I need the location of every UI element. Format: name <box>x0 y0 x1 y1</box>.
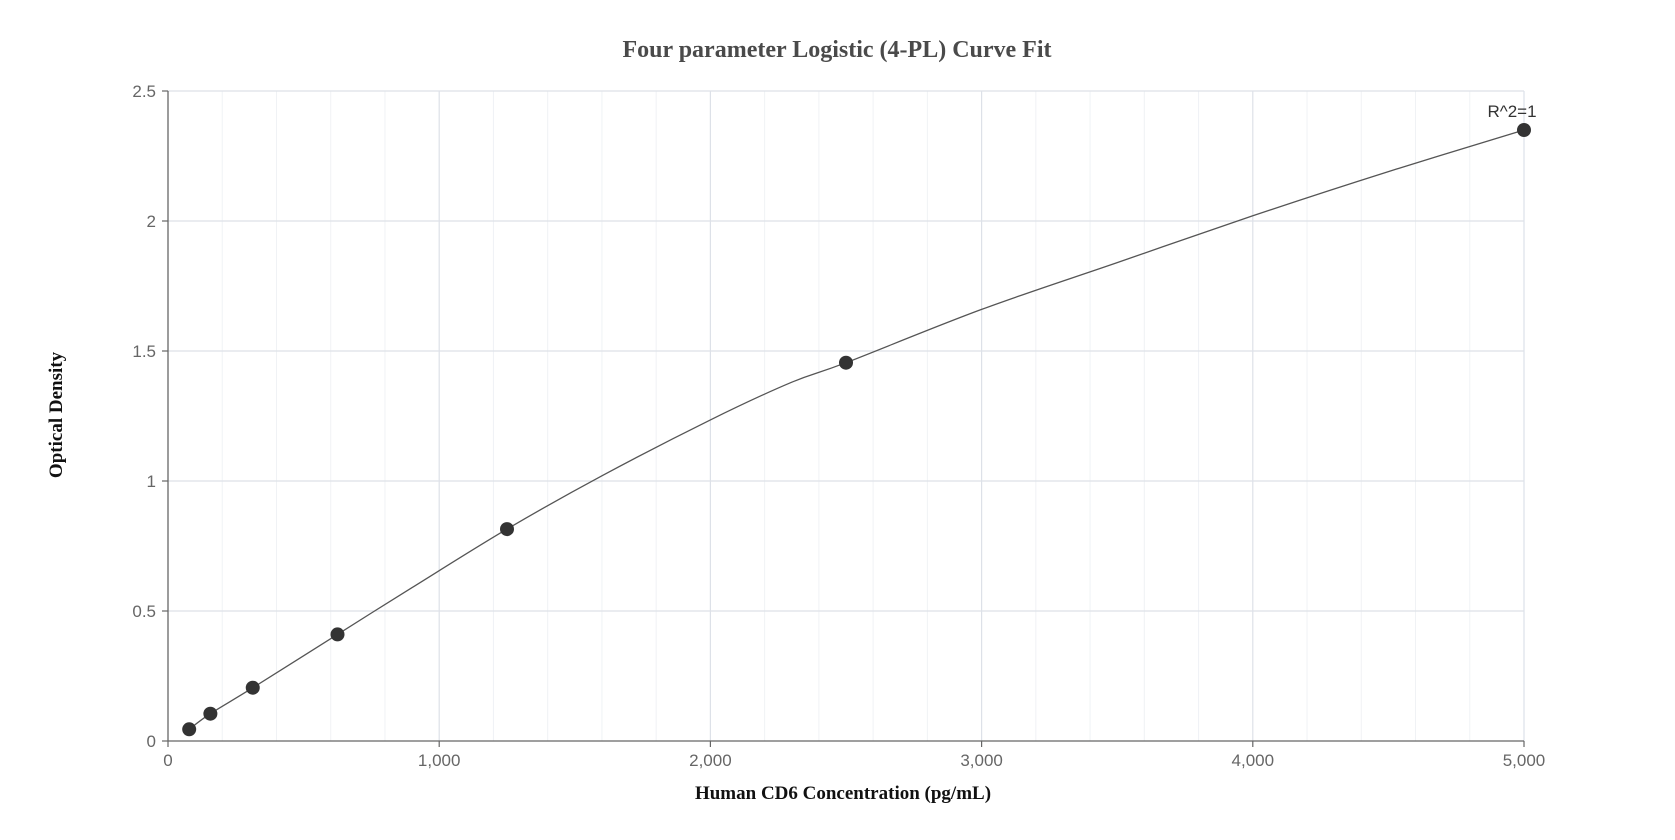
x-tick-label: 5,000 <box>1503 751 1546 770</box>
y-tick-label: 1 <box>147 472 156 491</box>
x-tick-label: 1,000 <box>418 751 461 770</box>
data-point <box>500 522 514 537</box>
data-point <box>203 706 218 721</box>
fit-curve-group <box>188 129 1525 730</box>
data-point <box>839 355 853 370</box>
x-tick-label: 4,000 <box>1232 751 1275 770</box>
x-tick-label: 2,000 <box>689 751 732 770</box>
y-tick-label: 0.5 <box>132 602 156 621</box>
data-points <box>182 123 1531 737</box>
x-tick-label: 0 <box>163 751 172 770</box>
chart-title: Four parameter Logistic (4-PL) Curve Fit <box>622 37 1051 63</box>
annotations: R^2=1 <box>1487 102 1536 121</box>
data-point <box>330 627 345 642</box>
y-axis-title: Optical Density <box>46 351 67 478</box>
y-tick-label: 1.5 <box>132 342 156 361</box>
axes: 0 1,000 2,000 3,000 4,000 5,000 0 0.5 1 1.5 2 2.5 <box>132 82 1545 770</box>
data-point <box>182 722 197 737</box>
y-tick-label: 0 <box>147 732 156 751</box>
y-tick-label: 2 <box>147 212 156 231</box>
data-point <box>1517 123 1531 137</box>
grid <box>168 90 1525 741</box>
data-point <box>245 680 260 695</box>
fit-curve-line <box>188 129 1525 730</box>
x-tick-label: 3,000 <box>960 751 1003 770</box>
r-squared-annotation: R^2=1 <box>1487 102 1536 121</box>
y-tick-label: 2.5 <box>132 82 156 101</box>
x-axis-title: Human CD6 Concentration (pg/mL) <box>695 783 991 804</box>
